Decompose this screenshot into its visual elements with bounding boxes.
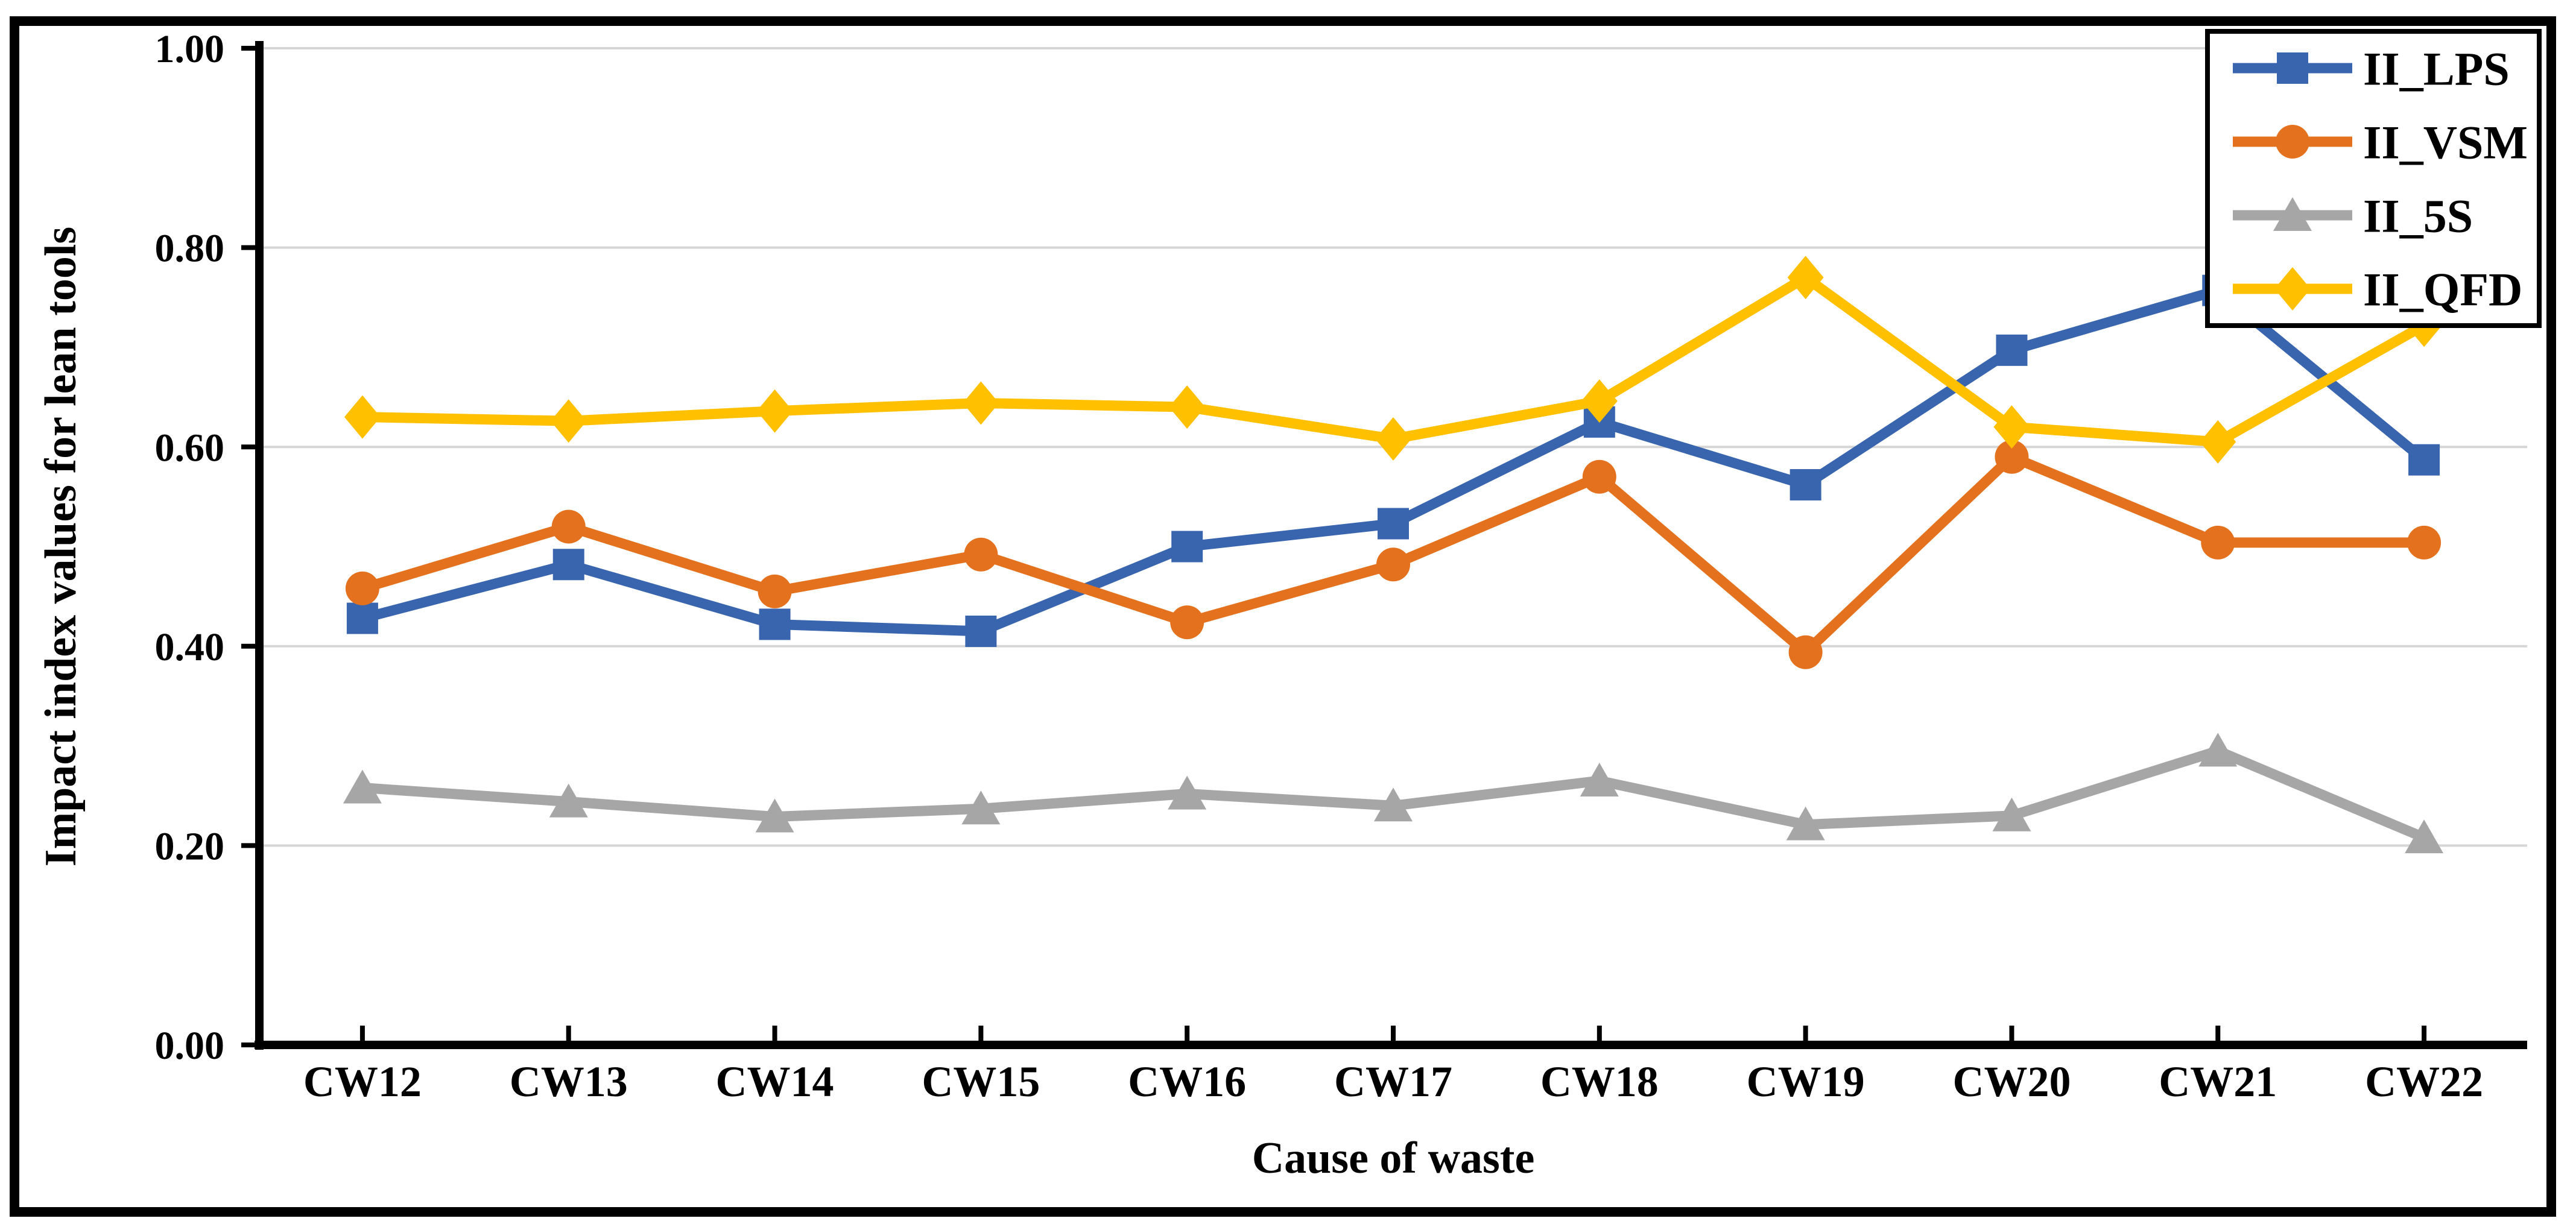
y-tick-label: 0.80 [155,227,225,271]
x-axis-title: Cause of waste [1252,1134,1535,1183]
legend-label: II_LPS [2363,42,2510,95]
data-point-II_VSM-CW14 [758,574,792,608]
x-category-label: CW15 [922,1058,1040,1106]
data-point-II_QFD-CW19 [1787,256,1824,300]
data-point-II_VSM-CW15 [964,537,998,572]
data-point-II_LPS-CW22 [2408,444,2440,476]
data-point-II_5S-CW13 [549,783,588,818]
series-II_VSM [345,440,2442,669]
x-category-label: CW19 [1747,1058,1865,1106]
x-category-label: CW18 [1540,1058,1659,1106]
y-tick-label: 0.20 [155,825,225,869]
data-point-II_VSM-CW22 [2407,525,2442,560]
data-point-II_5S-CW17 [1374,787,1413,822]
x-category-label: CW17 [1334,1058,1452,1106]
data-point-II_QFD-CW17 [1375,417,1411,461]
data-point-II_5S-CW12 [343,769,382,804]
data-point-II_VSM-CW19 [1788,635,1823,669]
data-point-II_LPS-CW12 [346,602,378,634]
data-point-II_LPS-CW20 [1996,334,2028,366]
data-point-II_5S-CW16 [1168,775,1207,810]
figure-border [10,16,2556,1217]
data-point-II_VSM-CW17 [1376,547,1410,582]
data-point-II_LPS-CW19 [1790,469,1821,501]
legend: II_LPS II_VSM II_5S II_QFD [2205,29,2542,328]
data-point-II_LPS-CW14 [759,608,791,640]
data-point-II_LPS-CW15 [965,616,997,648]
data-point-II_LPS-CW17 [1378,508,1409,540]
data-point-II_5S-CW18 [1580,762,1619,796]
legend-label: II_QFD [2363,263,2522,315]
data-point-II_5S-CW21 [2198,733,2238,767]
legend-marker-diamond [2274,267,2311,311]
legend-marker-triangle [2273,197,2312,231]
data-point-II_QFD-CW14 [756,389,793,433]
x-category-label: CW22 [2365,1058,2483,1106]
series-II_QFD [344,256,2443,464]
data-point-II_5S-CW15 [961,790,1001,825]
data-point-II_5S-CW22 [2405,819,2444,854]
data-point-II_QFD-CW20 [1993,405,2030,449]
data-point-II_LPS-CW13 [552,549,584,581]
y-tick-label: 0.40 [155,625,225,669]
x-category-label: CW16 [1128,1058,1246,1106]
y-tick-label: 0.00 [155,1024,225,1068]
y-tick-label: 1.00 [155,27,225,71]
legend-entry-II_5S: II_5S [2233,189,2473,242]
x-category-label: CW13 [510,1058,628,1106]
data-point-II_QFD-CW18 [1581,379,1618,423]
legend-entry-II_LPS: II_LPS [2233,42,2510,95]
legend-box [2205,29,2542,328]
data-point-II_5S-CW14 [755,798,794,833]
data-point-II_QFD-CW21 [2200,420,2236,464]
data-point-II_VSM-CW21 [2201,525,2235,560]
legend-marker-circle [2276,125,2309,159]
legend-label: II_VSM [2363,116,2528,168]
data-point-II_QFD-CW16 [1169,385,1206,429]
data-point-II_VSM-CW18 [1582,459,1616,494]
legend-label: II_5S [2363,189,2473,242]
x-category-label: CW14 [716,1058,834,1106]
series-II_5S [343,733,2444,854]
data-point-II_QFD-CW15 [963,381,999,425]
y-axis-title: Impact index values for lean tools [36,227,86,866]
data-point-II_VSM-CW12 [345,571,379,605]
legend-marker-square [2277,52,2308,84]
legend-entry-II_QFD: II_QFD [2233,263,2522,315]
data-point-II_LPS-CW16 [1171,531,1203,563]
data-point-II_VSM-CW20 [1995,440,2029,474]
y-tick-label: 0.60 [155,426,225,470]
legend-entry-II_VSM: II_VSM [2233,116,2528,168]
data-point-II_5S-CW20 [1992,797,2031,831]
series-II_LPS [346,274,2440,648]
data-point-II_5S-CW19 [1786,806,1825,841]
data-point-II_VSM-CW13 [551,509,586,544]
x-category-label: CW12 [303,1058,422,1106]
x-category-label: CW21 [2159,1058,2277,1106]
data-point-II_QFD-CW13 [550,399,587,443]
data-point-II_QFD-CW12 [344,395,381,439]
data-point-II_VSM-CW16 [1170,605,1204,640]
x-category-label: CW20 [1952,1058,2071,1106]
